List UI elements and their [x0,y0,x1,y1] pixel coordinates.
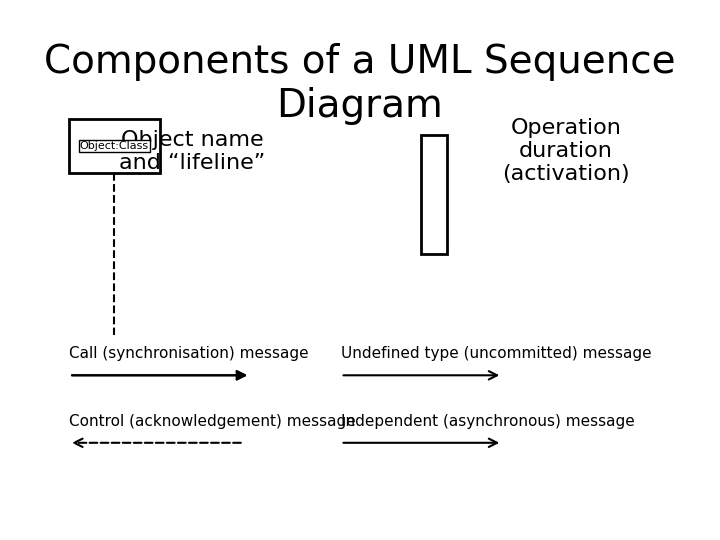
Text: Independent (asynchronous) message: Independent (asynchronous) message [341,414,634,429]
Text: Components of a UML Sequence
Diagram: Components of a UML Sequence Diagram [44,43,676,125]
Text: Object name
and “lifeline”: Object name and “lifeline” [119,130,265,173]
Text: Undefined type (uncommitted) message: Undefined type (uncommitted) message [341,346,651,361]
Text: Operation
duration
(activation): Operation duration (activation) [503,118,630,184]
Bar [421,135,447,254]
Text: Control (acknowledgement) message: Control (acknowledgement) message [69,414,356,429]
Text: Object:Class: Object:Class [80,141,149,151]
Bar [69,119,160,173]
Text: Call (synchronisation) message: Call (synchronisation) message [69,346,309,361]
